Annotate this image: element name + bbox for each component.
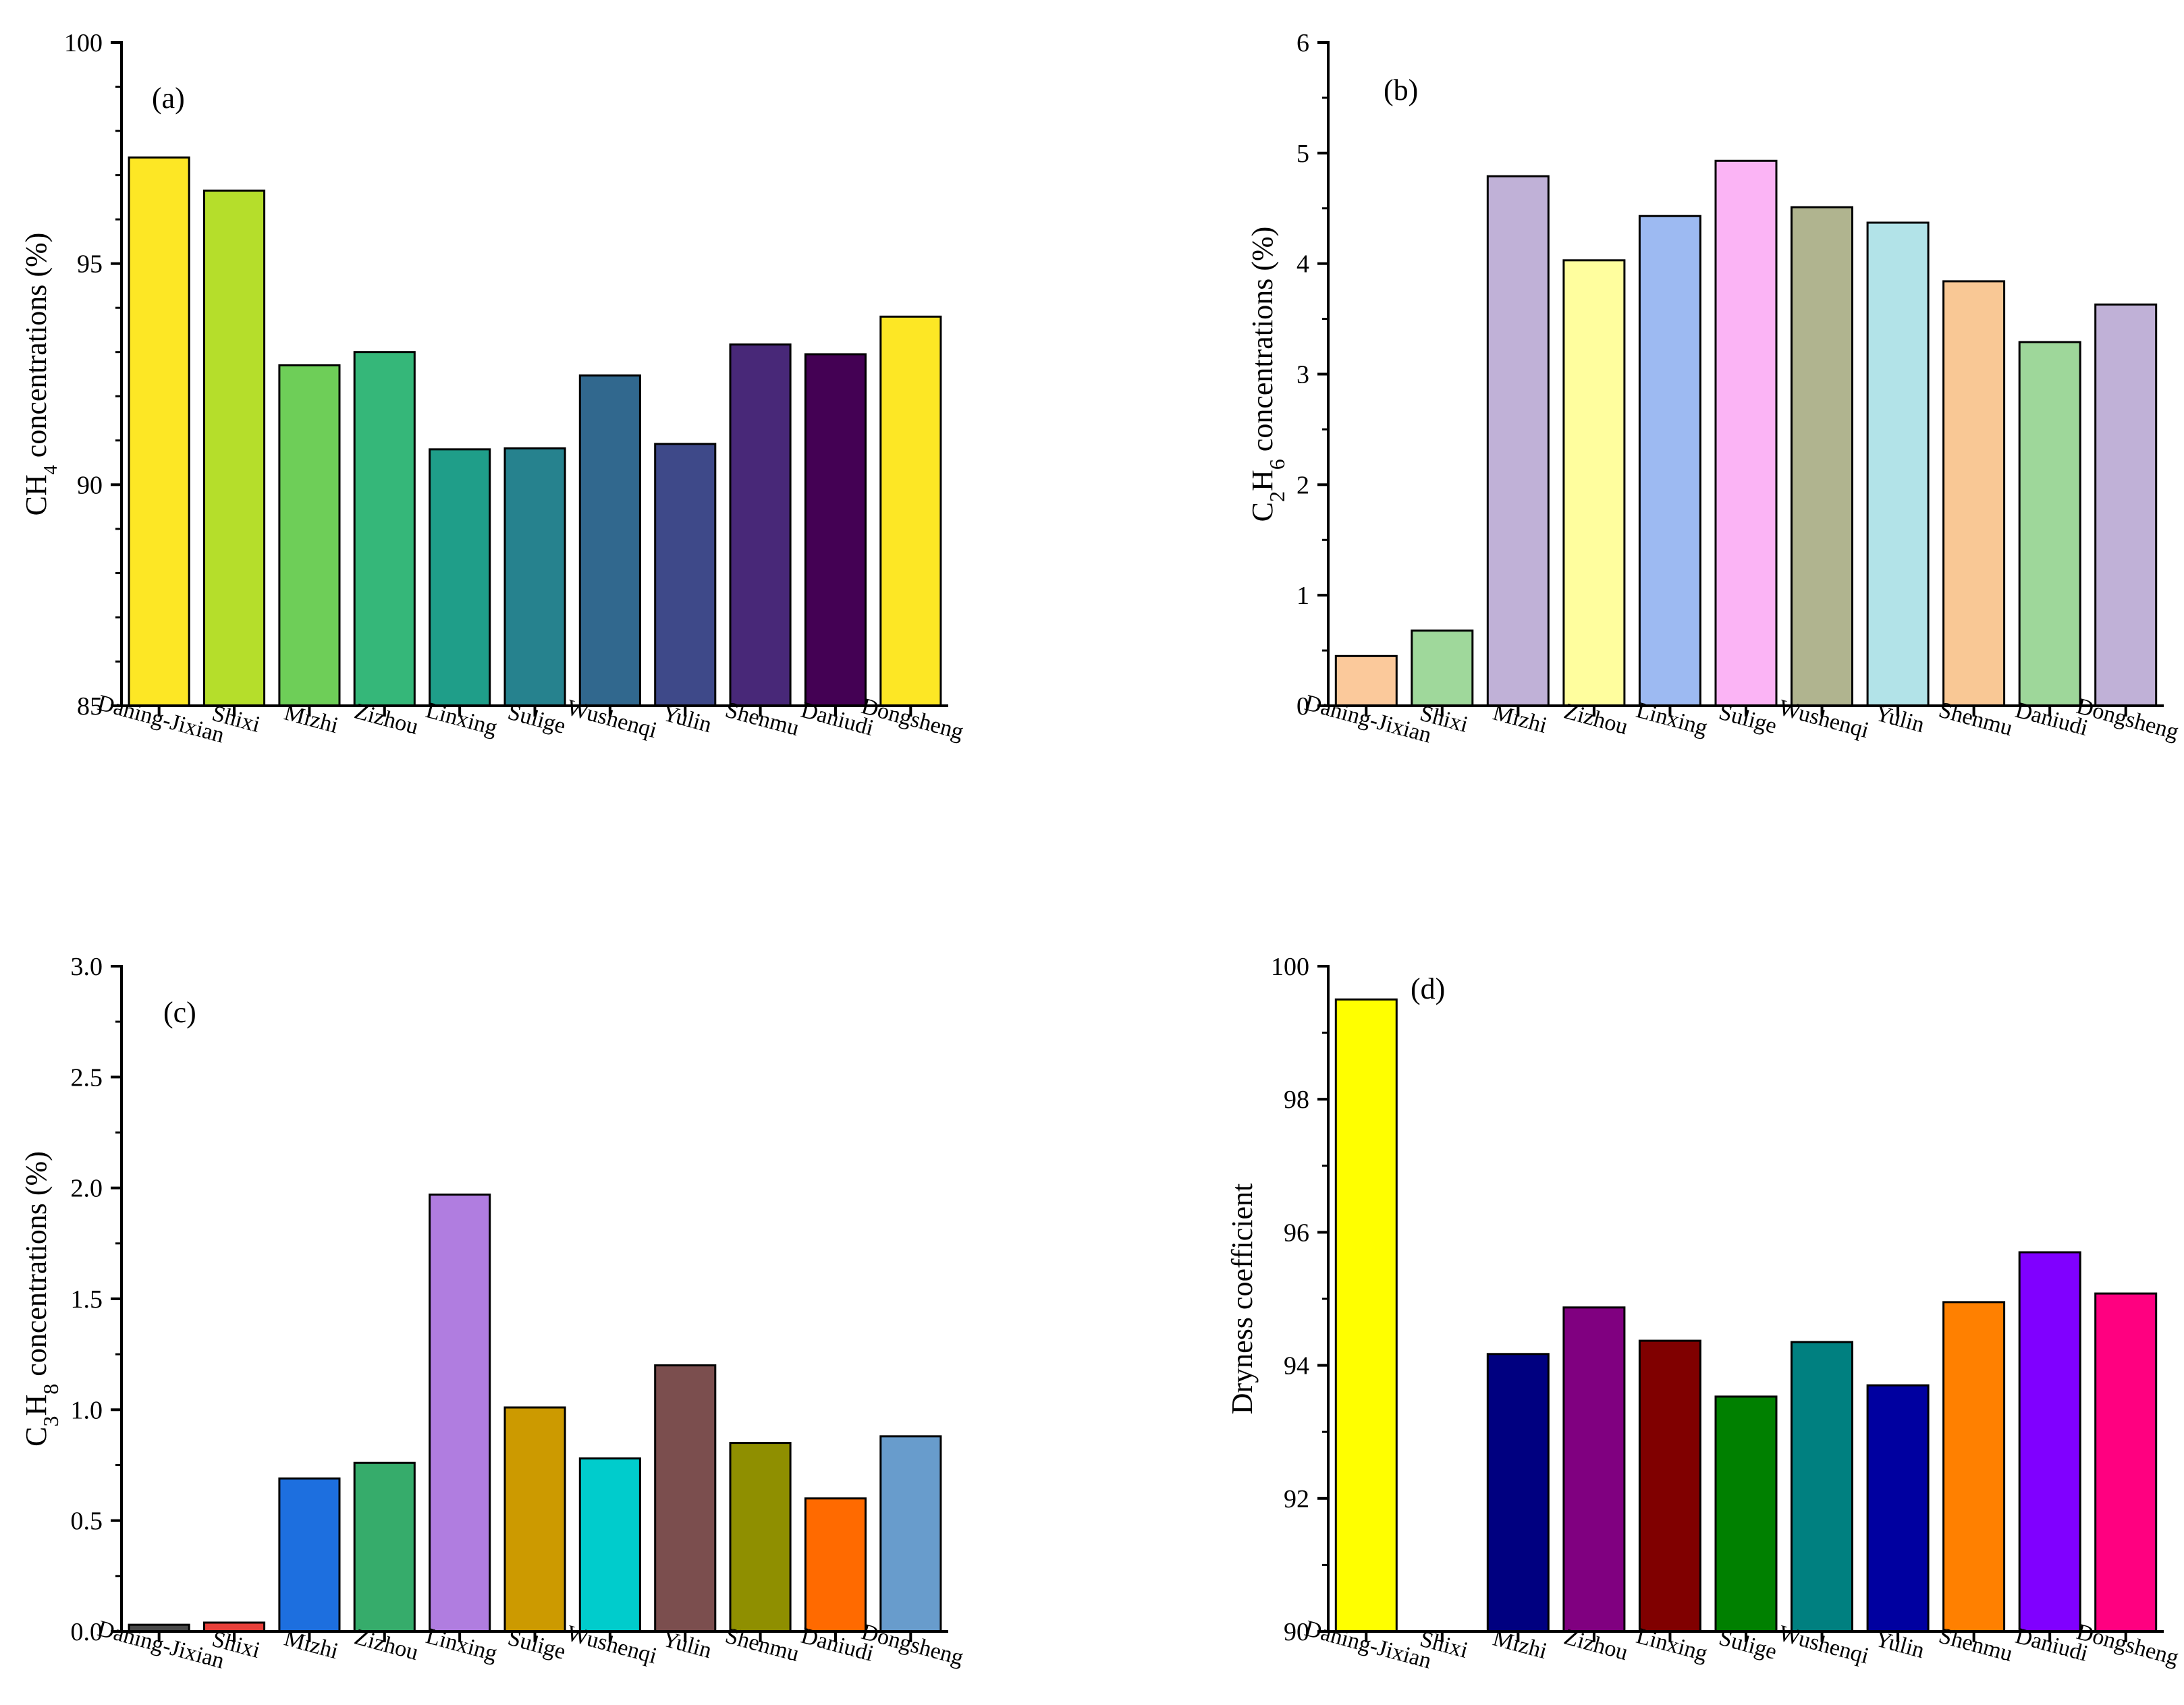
y-tick-label: 85: [77, 692, 103, 721]
bar-linxing: [429, 448, 491, 707]
bar-dongsheng: [2094, 1292, 2158, 1633]
bar-shixi: [203, 190, 266, 707]
y-title-main: CH: [20, 474, 53, 515]
y-tick-label: 1: [1296, 582, 1309, 610]
bar-yulin: [1866, 221, 1930, 707]
y-tick-label: 96: [1284, 1219, 1309, 1247]
y-tick-label: 90: [1284, 1618, 1309, 1646]
panel-label: (c): [163, 996, 196, 1029]
bar-shixi: [1411, 630, 1474, 707]
y-axis-title: Dryness coefficient: [1226, 1183, 1259, 1415]
y-axis-title: CH4 concentrations (%): [20, 233, 61, 516]
bar-wushenqi: [1791, 1341, 1853, 1633]
y-tick-label: 2: [1296, 471, 1309, 499]
bar-daning-jixian: [1334, 998, 1398, 1633]
bar-sulige: [503, 447, 566, 707]
y-tick-label: 4: [1296, 250, 1309, 279]
bar-wushenqi: [1791, 206, 1853, 707]
bar-yulin: [1866, 1384, 1930, 1633]
y-title-sub: 3: [38, 1416, 63, 1426]
y-title-sub: 4: [40, 465, 61, 474]
y-title-rest: concentrations (%): [20, 233, 53, 466]
bar-mizhi: [278, 364, 341, 707]
bar-mizhi: [278, 1477, 341, 1633]
y-tick-label: 3.0: [71, 953, 103, 981]
panel-label: (d): [1411, 972, 1445, 1005]
y-axis-title: C3H8 concentrations (%): [20, 1151, 63, 1447]
bar-zizhou: [1562, 259, 1626, 707]
bar-shenmu: [729, 1442, 792, 1633]
bar-yulin: [654, 443, 717, 707]
y-tick-label: 5: [1296, 140, 1309, 168]
bar-wushenqi: [578, 374, 641, 707]
bar-dongsheng: [879, 315, 942, 707]
bar-yulin: [654, 1364, 717, 1633]
y-tick-label: 90: [77, 471, 103, 499]
y-tick-label: 100: [64, 29, 103, 57]
bar-daning-jixian: [128, 156, 190, 707]
y-title-mid: H: [1246, 470, 1279, 491]
bar-dongsheng: [2094, 303, 2158, 707]
bar-dongsheng: [879, 1435, 942, 1633]
y-tick-label: 2.5: [71, 1063, 103, 1092]
bar-linxing: [429, 1194, 491, 1633]
y-tick-label: 3: [1296, 361, 1309, 389]
y-tick-label: 94: [1284, 1352, 1309, 1380]
y-title-sub: 2: [1265, 491, 1289, 502]
y-tick-label: 100: [1271, 953, 1309, 981]
panel-label: (b): [1384, 74, 1418, 107]
bar-wushenqi: [578, 1457, 641, 1633]
y-title-rest: concentrations (%): [1246, 227, 1279, 459]
y-tick-label: 98: [1284, 1086, 1309, 1114]
y-title-sub2: 6: [1265, 459, 1289, 470]
bar-mizhi: [1486, 175, 1550, 707]
bar-daniudi: [804, 353, 867, 707]
bar-zizhou: [1562, 1306, 1626, 1633]
y-title-main: C: [1246, 502, 1279, 522]
y-tick-label: 0.5: [71, 1507, 103, 1536]
y-tick-label: 0: [1296, 692, 1309, 721]
bar-zizhou: [353, 351, 416, 707]
bar-linxing: [1638, 1339, 1701, 1633]
y-title-sub2: 8: [38, 1384, 63, 1395]
y-title-rest: concentrations (%): [20, 1151, 53, 1384]
bar-daniudi: [2018, 341, 2081, 707]
bar-mizhi: [1486, 1353, 1550, 1633]
panel-label: (a): [152, 82, 185, 115]
bar-sulige: [503, 1406, 566, 1633]
bar-sulige: [1714, 159, 1778, 707]
y-title-main: Dryness coefficient: [1226, 1183, 1259, 1415]
y-tick-label: 6: [1296, 29, 1309, 57]
y-tick-label: 92: [1284, 1485, 1309, 1513]
bar-daniudi: [2018, 1251, 2081, 1633]
bar-sulige: [1714, 1395, 1778, 1633]
bar-shenmu: [1942, 280, 2006, 707]
y-title-mid: H: [20, 1395, 53, 1416]
bar-shenmu: [729, 343, 792, 707]
bar-zizhou: [353, 1461, 416, 1633]
y-tick-label: 95: [77, 250, 103, 279]
bar-shenmu: [1942, 1301, 2006, 1633]
y-tick-label: 2.0: [71, 1175, 103, 1203]
y-title-main: C: [20, 1426, 53, 1446]
y-axis-title: C2H6 concentrations (%): [1246, 227, 1289, 522]
y-tick-label: 0.0: [71, 1618, 103, 1646]
y-tick-label: 1.5: [71, 1285, 103, 1314]
bar-linxing: [1638, 215, 1701, 707]
bar-daning-jixian: [1334, 654, 1398, 707]
bar-daniudi: [804, 1497, 867, 1633]
y-tick-label: 1.0: [71, 1396, 103, 1424]
